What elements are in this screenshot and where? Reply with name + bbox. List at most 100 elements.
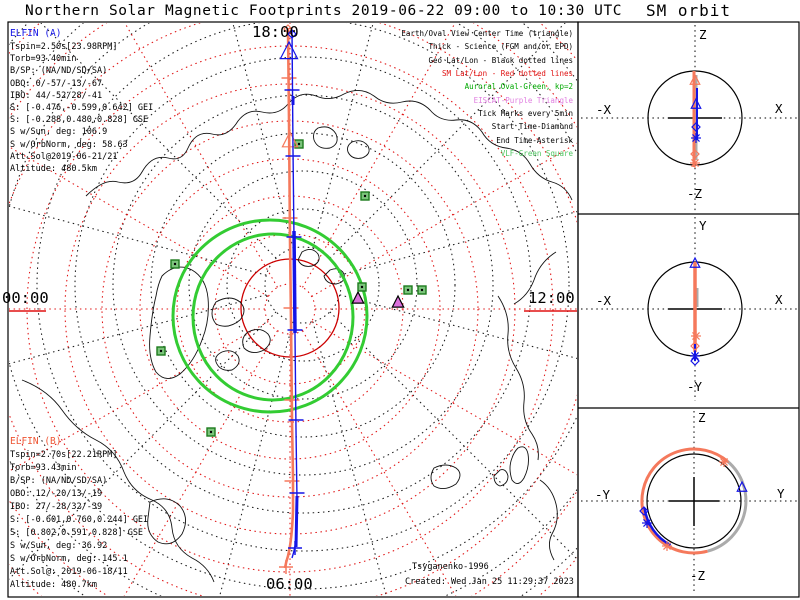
coastline [513,251,557,305]
coastline [493,469,509,487]
cross-marker [288,541,302,555]
elfin-a-info-line: Att.Sol@2019-06-21/21 [10,151,118,162]
asterisk-marker [642,518,652,528]
diamond-marker [691,122,701,132]
elfin-a-info-line: Torb=93.40min [10,54,77,65]
sm-orbit-panel-1 [581,25,797,211]
asterisk-marker [690,158,700,168]
elfin-b-info-line: B/SP: (NA/ND/SD/SA) [10,476,108,486]
science-thick-segment [294,495,299,548]
asterisk-marker [691,133,701,143]
panel1-axis-top: Z [699,27,707,42]
elfin-b-info-line: Att.Sol@: 2019-06-18/11 [10,567,128,577]
legend-entry: Earth/Oval View Center Time (triangle) [401,29,573,38]
coastline [211,297,245,327]
elfin-b-info-block: ELFIN (B) Tspin=2.70s[22.21RPM] Torb=93.4… [10,436,148,592]
coastline [21,379,215,583]
filled-triangle-marker [351,290,365,304]
coastline [539,479,558,561]
asterisk-marker [662,541,672,551]
elfin-a-info-line: Tspin=2.50s[23.98RPM] [10,42,118,52]
model-credit: Tsyganenko-1996 [412,562,489,572]
coastlines [21,90,573,583]
coastline [149,266,209,379]
mlt-label-00: 00:00 [2,289,49,307]
coastline [509,446,529,484]
cross-marker [279,560,293,574]
coastline [347,140,370,159]
auroral-oval-inner [191,232,355,402]
open-triangle-marker [689,256,701,268]
open-triangle-marker [736,480,748,492]
open-triangle-marker [279,40,299,60]
diamond-marker [287,29,297,39]
elfin-a-footprint [279,29,305,559]
panel3-axis-bottom: -Z [690,568,706,583]
elfin-a-info-line: S w/Sun, deg: 106.9 [10,127,108,138]
elfin-a-info-line: S: [-0.476,-0.599,0.642] GEI [10,103,154,114]
elfin-b-info-line: Tspin=2.70s[22.21RPM] [10,450,118,460]
elfin-a-heading: ELFIN (A) [10,28,62,39]
coastline [313,126,338,149]
sm-grid [9,23,577,596]
vlf-stations [156,139,427,437]
mlt-label-18: 18:00 [252,23,299,41]
coastline [242,329,271,353]
legend-entry: End Time-Asterisk [496,135,573,145]
sm-orbit-panel-3 [581,411,797,594]
panel3-axis-right: Y [777,486,785,501]
diamond-marker [639,506,649,516]
diamond-marker [690,356,700,366]
elfin-b-info-line: Torb=93.43min [10,463,77,473]
asterisk-marker [691,331,701,341]
legend-entry: EISCAT-Purple Triangle [473,95,573,105]
elfin-a-info-line: S w/OrbNorm, deg: 58.63 [10,139,128,150]
legend-entry: SM Lat/Lon - Red dotted lines [442,69,573,79]
legend-entry: Thick - Science (FGM and/or EPD) [428,42,574,52]
coastline [215,350,240,371]
legend-entry: Geo Lat/Lon - Black dotted lines [428,55,574,65]
panel2-axis-left: -X [596,293,612,308]
panel3-axis-left: -Y [595,487,611,502]
mlt-label-06: 06:00 [266,575,313,593]
elfin-b-heading: ELFIN (B) [10,436,62,447]
asterisk-marker [690,351,700,361]
elfin-a-info-block: ELFIN (A) Tspin=2.50s[23.98RPM] Torb=93.4… [10,28,153,175]
elfin-b-info-line: OBO: 12/-20/13/-19 [10,489,103,499]
elfin-b-info-line: S: [-0.601,0.760,0.244] GEI [10,515,149,525]
elfin-b-info-line: IBO: 27/-28/32/-39 [10,502,103,512]
sm-orbit-title: SM orbit [645,1,732,20]
map-legend: Earth/Oval View Center Time (triangle) Th… [243,27,573,160]
panel3-axis-top: Z [698,410,706,425]
elfin-a-info-line: S: [-0.288,0.480,0.828] GSE [10,115,149,126]
created-timestamp: Created: Wed Jan 25 11:29:37 2023 [405,577,574,587]
panel2-axis-top: Y [699,218,707,233]
diamond-marker [690,341,700,351]
elfin-b-footprint [279,24,300,574]
legend-entry: Tick Marks every 5min [478,109,573,119]
diamond-marker [283,24,293,34]
frame [577,21,800,598]
open-triangle-marker [281,130,299,148]
panel1-axis-left: -X [596,102,612,117]
elfin-b-info-line: Altitude: 480.7km [10,580,97,590]
elfin-a-lines: Tspin=2.50s[23.98RPM] Torb=93.40min B/SP: … [10,41,153,175]
coastline [147,498,186,545]
panel1-axis-bottom: -Z [687,186,703,201]
panel1-axis-right: X [775,101,783,116]
open-triangle-marker [689,73,701,85]
auroral-oval-outer [171,218,369,414]
polar-map [9,23,577,596]
elfin-a-info-line: Altitude: 480.5km [10,164,97,175]
mlt-label-12: 12:00 [528,289,575,307]
eiscat-markers [351,290,405,308]
elfin-a-info-line: OBO: 0/-57/-13/-67 [10,78,103,89]
elfin-b-info-line: S w/OrbNorm, deg: 145.1 [10,554,128,564]
legend-entry: Start Time-Diamond [491,122,573,132]
legend-entry: Auroral Oval-Green, kp=2 [464,82,573,92]
coastline [85,90,573,201]
elfin-b-info-line: S w/Sun, deg: 36.92 [10,541,108,551]
earth-circle [646,453,742,549]
asterisk-marker [719,457,729,467]
